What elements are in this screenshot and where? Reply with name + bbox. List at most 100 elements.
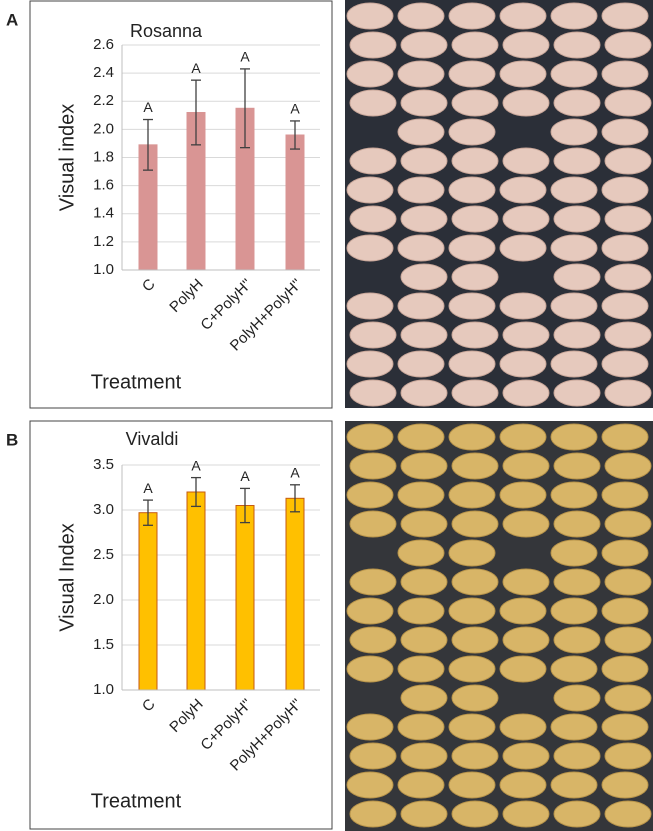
potato [400, 742, 448, 770]
potato [601, 176, 649, 204]
potato [346, 60, 394, 88]
potato [397, 655, 445, 683]
photo [345, 0, 653, 408]
potato [550, 292, 598, 320]
potato [451, 205, 499, 233]
potato [451, 626, 499, 654]
potato [451, 452, 499, 480]
y-tick-label: 3.5 [93, 456, 114, 473]
potato [502, 452, 550, 480]
potato [448, 2, 496, 30]
potato [346, 713, 394, 741]
potato [448, 539, 496, 567]
potato [550, 713, 598, 741]
photo-background [345, 0, 653, 408]
potato [601, 292, 649, 320]
chart-title: Vivaldi [126, 429, 179, 449]
potato [550, 655, 598, 683]
potato [346, 423, 394, 451]
potato [397, 423, 445, 451]
potato [604, 379, 652, 407]
error-bar [240, 487, 250, 524]
potato [397, 350, 445, 378]
bar [285, 497, 305, 691]
potato [499, 481, 547, 509]
x-axis-label: Treatment [91, 790, 182, 812]
potato [499, 771, 547, 799]
potato [397, 292, 445, 320]
potato [349, 205, 397, 233]
potato [502, 89, 550, 117]
potato [346, 655, 394, 683]
potato [553, 321, 601, 349]
panel-frame [29, 420, 333, 830]
potato [499, 713, 547, 741]
potato [553, 684, 601, 712]
y-tick-label: 2.0 [93, 591, 114, 608]
potato [502, 321, 550, 349]
potato [349, 568, 397, 596]
potato [499, 2, 547, 30]
potato [502, 31, 550, 59]
potato [451, 742, 499, 770]
potato [451, 684, 499, 712]
potato [397, 771, 445, 799]
potato [451, 263, 499, 291]
potato [400, 205, 448, 233]
potato [604, 510, 652, 538]
potato [604, 742, 652, 770]
potato [604, 452, 652, 480]
potato [349, 147, 397, 175]
potato [499, 655, 547, 683]
potato [502, 626, 550, 654]
y-axis-label: Visual Index [56, 523, 78, 632]
potato [451, 568, 499, 596]
potato [400, 321, 448, 349]
potato [553, 205, 601, 233]
significance-letter: A [240, 468, 250, 484]
potato [502, 800, 550, 828]
potato [451, 379, 499, 407]
potato [349, 321, 397, 349]
bar [235, 505, 255, 691]
potato [448, 481, 496, 509]
panel-label: A [6, 10, 18, 29]
potato [448, 597, 496, 625]
potato [451, 31, 499, 59]
potato [397, 597, 445, 625]
y-tick-label: 1.5 [93, 636, 114, 653]
potato [400, 684, 448, 712]
bar [186, 491, 206, 691]
potato [346, 481, 394, 509]
potato [550, 176, 598, 204]
potato [550, 481, 598, 509]
potato [502, 568, 550, 596]
potato [553, 568, 601, 596]
potato [601, 771, 649, 799]
potato [400, 31, 448, 59]
significance-letter: A [290, 101, 300, 117]
bar [285, 134, 305, 271]
y-tick-label: 2.4 [93, 64, 114, 81]
potato [601, 234, 649, 262]
potato [346, 2, 394, 30]
potato [604, 684, 652, 712]
error-bar [240, 68, 250, 149]
potato [550, 539, 598, 567]
potato [604, 800, 652, 828]
potato [349, 452, 397, 480]
significance-letter: A [143, 480, 153, 496]
potato [550, 60, 598, 88]
potato [349, 742, 397, 770]
potato [499, 350, 547, 378]
bar [138, 512, 158, 691]
potato [601, 118, 649, 146]
potato [553, 89, 601, 117]
significance-letter: A [143, 99, 153, 115]
potato [553, 742, 601, 770]
potato [550, 350, 598, 378]
potato [604, 89, 652, 117]
potato [601, 597, 649, 625]
y-tick-label: 2.6 [93, 36, 114, 53]
potato [601, 350, 649, 378]
